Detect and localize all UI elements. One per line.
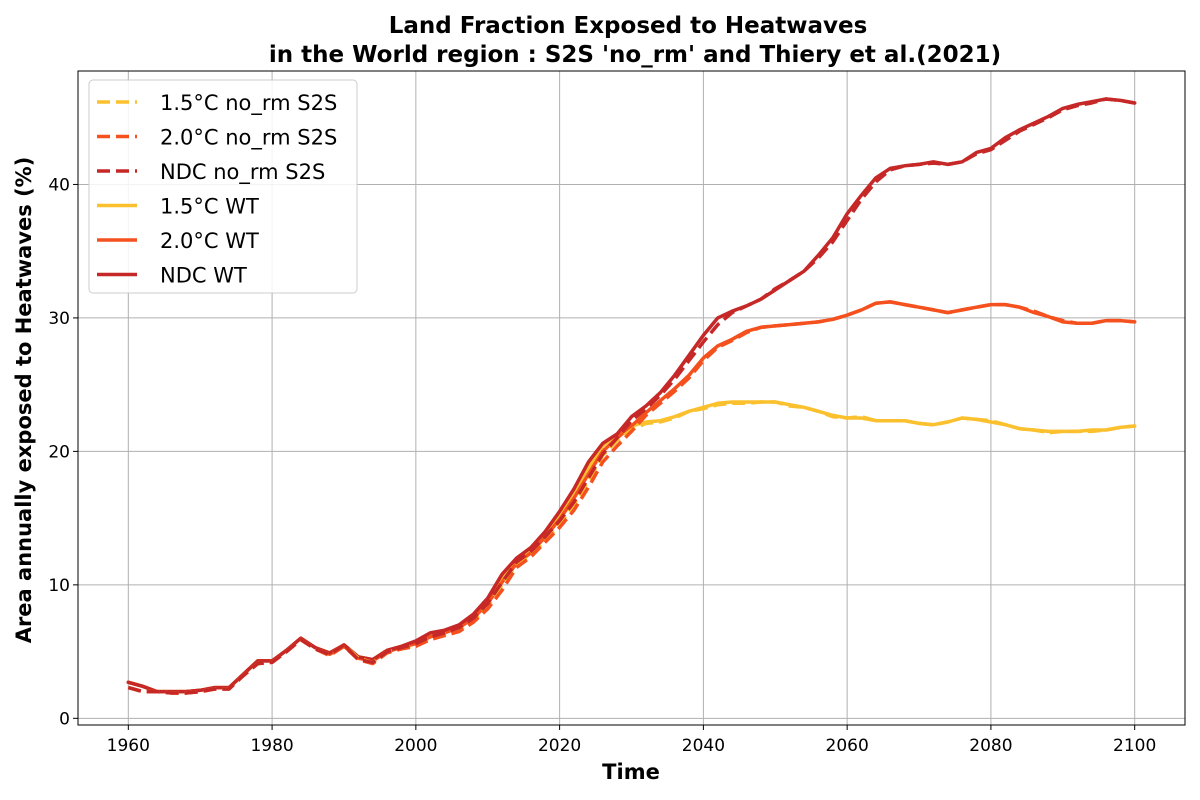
- legend: 1.5°C no_rm S2S 2.0°C no_rm S2S NDC no_rm …: [88, 79, 358, 294]
- y-tick-label: 20: [48, 442, 70, 462]
- series-lines: [126, 97, 1137, 695]
- series-line-1: [127, 300, 1135, 695]
- x-tick-label: 2000: [394, 736, 437, 756]
- x-tick-label: 2060: [826, 736, 869, 756]
- chart-title-line-2: in the World region : S2S 'no_rm' and Th…: [269, 42, 1001, 68]
- y-axis-ticks: 0 10 20 30 40: [48, 175, 78, 729]
- x-tick-label: 2080: [969, 736, 1012, 756]
- legend-frame: [88, 79, 358, 294]
- x-tick-label: 2020: [538, 736, 581, 756]
- y-axis-label: Area annually exposed to Heatwaves (%): [12, 157, 36, 644]
- y-tick-label: 30: [48, 309, 70, 329]
- grid: [78, 71, 1185, 725]
- series-line-3: [126, 400, 1137, 694]
- y-tick-label: 40: [48, 175, 70, 195]
- y-tick-label: 10: [48, 576, 70, 596]
- x-tick-label: 2100: [1113, 736, 1156, 756]
- series-line-2: [127, 97, 1136, 695]
- legend-label: 2.0°C no_rm S2S: [160, 126, 337, 151]
- legend-label: 2.0°C WT: [160, 229, 259, 253]
- x-tick-label: 1960: [107, 736, 150, 756]
- plot-area-frame: [77, 70, 1186, 726]
- x-tick-label: 1980: [250, 736, 293, 756]
- series-line-4: [126, 300, 1137, 694]
- x-tick-label: 2040: [682, 736, 725, 756]
- x-axis-ticks: 1960 1980 2000 2020 2040 2060 2080 2100: [107, 725, 1156, 756]
- y-tick-label: 0: [59, 709, 70, 729]
- legend-label: NDC no_rm S2S: [160, 160, 325, 185]
- legend-label: 1.5°C WT: [160, 195, 259, 219]
- x-axis-label: Time: [602, 760, 660, 784]
- legend-label: 1.5°C no_rm S2S: [160, 91, 337, 116]
- chart-title-line-1: Land Fraction Exposed to Heatwaves: [389, 13, 868, 39]
- series-line-0: [127, 400, 1135, 695]
- legend-label: NDC WT: [160, 264, 247, 288]
